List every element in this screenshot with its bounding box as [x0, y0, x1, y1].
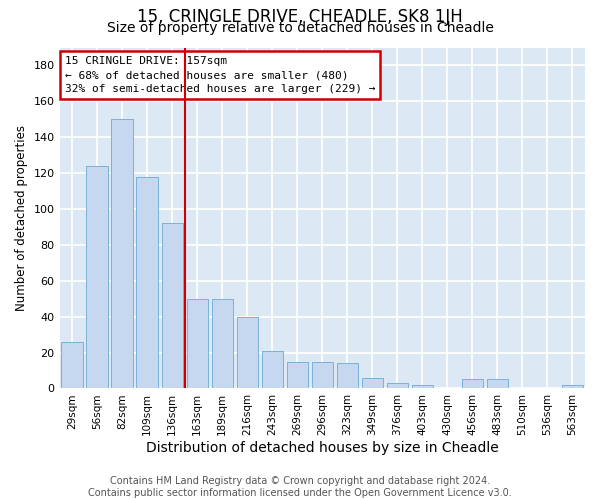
Text: Contains HM Land Registry data © Crown copyright and database right 2024.
Contai: Contains HM Land Registry data © Crown c… — [88, 476, 512, 498]
Bar — [337, 364, 358, 388]
Bar — [112, 120, 133, 388]
Bar — [187, 298, 208, 388]
Bar — [161, 224, 183, 388]
Bar — [61, 342, 83, 388]
Y-axis label: Number of detached properties: Number of detached properties — [15, 125, 28, 311]
Bar — [136, 176, 158, 388]
Bar — [236, 316, 258, 388]
Bar — [487, 380, 508, 388]
Bar — [387, 383, 408, 388]
Bar — [462, 380, 483, 388]
X-axis label: Distribution of detached houses by size in Cheadle: Distribution of detached houses by size … — [146, 441, 499, 455]
Bar — [287, 362, 308, 388]
Bar — [311, 362, 333, 388]
Bar — [412, 385, 433, 388]
Text: 15, CRINGLE DRIVE, CHEADLE, SK8 1JH: 15, CRINGLE DRIVE, CHEADLE, SK8 1JH — [137, 8, 463, 26]
Bar — [212, 298, 233, 388]
Bar — [262, 351, 283, 389]
Text: 15 CRINGLE DRIVE: 157sqm
← 68% of detached houses are smaller (480)
32% of semi-: 15 CRINGLE DRIVE: 157sqm ← 68% of detach… — [65, 56, 375, 94]
Bar — [362, 378, 383, 388]
Bar — [86, 166, 108, 388]
Bar — [562, 385, 583, 388]
Text: Size of property relative to detached houses in Cheadle: Size of property relative to detached ho… — [107, 21, 493, 35]
